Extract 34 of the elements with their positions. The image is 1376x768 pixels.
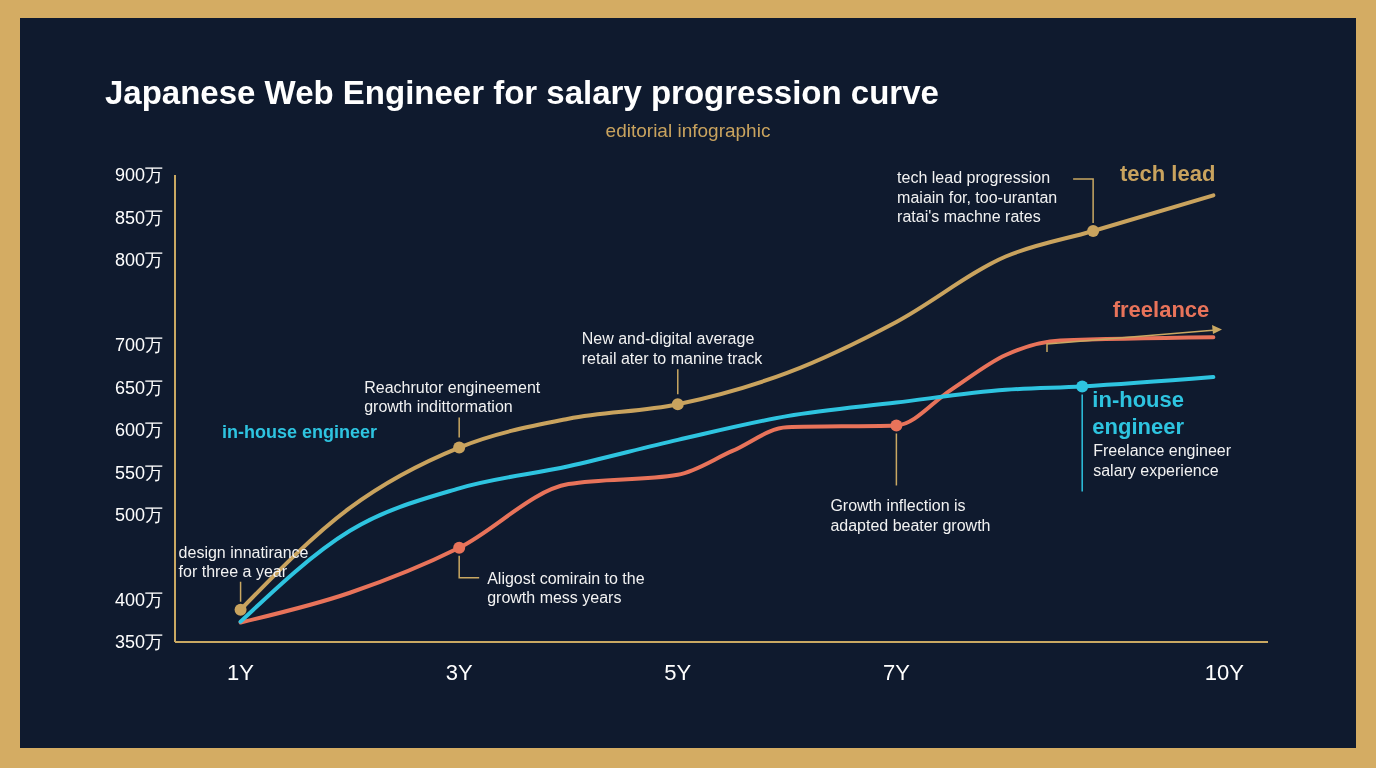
point bbox=[453, 441, 466, 454]
annotation: Aligost comirain to the growth mess years bbox=[487, 569, 645, 607]
y-tick-label: 850万 bbox=[114, 207, 163, 228]
annotation: tech lead progression maiain for, too-urantan ratai's machne rates bbox=[897, 169, 1058, 226]
chart-subtitle: editorial infographic bbox=[604, 120, 772, 142]
y-tick-label: 700万 bbox=[114, 335, 163, 356]
x-tick-label: 5Y bbox=[664, 659, 692, 685]
point bbox=[1087, 225, 1100, 238]
y-tick-label: 550万 bbox=[114, 462, 163, 483]
series-label: freelance bbox=[1112, 297, 1210, 323]
chart-title: Japanese Web Engineer for salary progression curve bbox=[105, 74, 939, 112]
y-tick-label: 350万 bbox=[114, 632, 163, 653]
y-tick-label: 650万 bbox=[114, 377, 163, 398]
y-tick-label: 400万 bbox=[114, 589, 163, 610]
y-tick-label: 900万 bbox=[114, 165, 163, 186]
point bbox=[234, 603, 247, 616]
x-tick-label: 10Y bbox=[1204, 659, 1245, 685]
x-tick-label: 1Y bbox=[227, 659, 255, 685]
annotation: Freelance engineer salary experience bbox=[1093, 442, 1232, 479]
y-tick-label: 800万 bbox=[114, 250, 163, 271]
point bbox=[671, 398, 684, 411]
series-label: in-house engineer bbox=[1092, 387, 1185, 439]
point bbox=[1076, 380, 1089, 393]
annotation: Reachrutor engineement growth indittormation bbox=[364, 378, 541, 416]
y-tick-label: 600万 bbox=[114, 420, 163, 441]
x-tick-label: 7Y bbox=[882, 659, 911, 685]
series-label: tech lead bbox=[1119, 161, 1216, 187]
y-tick-label: 500万 bbox=[114, 505, 163, 526]
x-tick-label: 3Y bbox=[445, 659, 473, 685]
annotation: in-house engineer bbox=[222, 422, 378, 442]
point bbox=[890, 419, 903, 432]
point bbox=[453, 541, 466, 554]
annotation: New and-digital average retail ater to manine track bbox=[581, 330, 764, 367]
annotation: Growth inflection is adapted beater growth bbox=[830, 497, 991, 534]
